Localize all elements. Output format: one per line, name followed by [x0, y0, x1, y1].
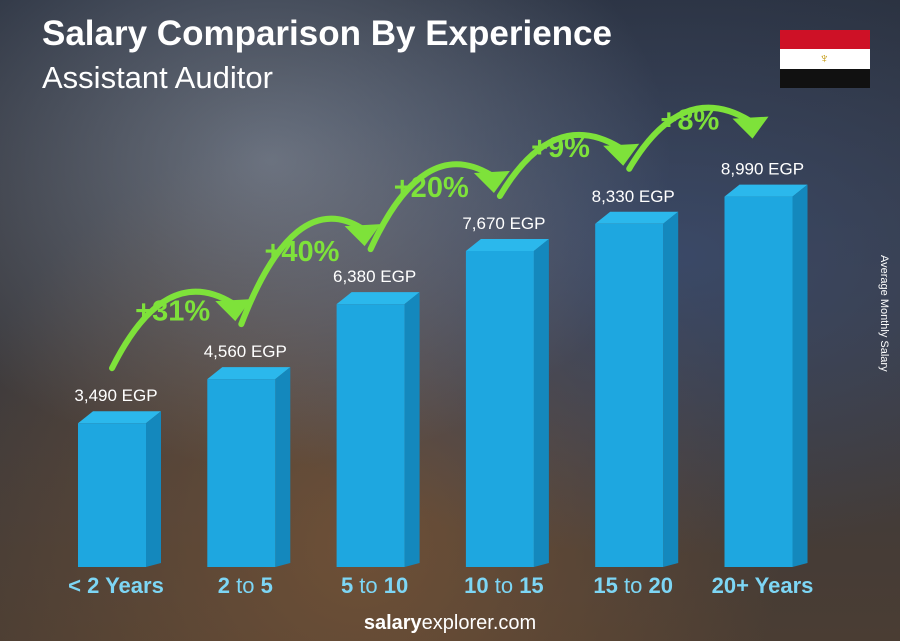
chart-subtitle: Assistant Auditor	[42, 60, 273, 95]
bar	[724, 196, 793, 567]
bar-side	[663, 211, 679, 567]
change-arrow	[238, 215, 365, 328]
change-label: +9%	[531, 132, 590, 164]
bar-side	[404, 292, 420, 567]
bar	[336, 304, 405, 567]
bar	[207, 379, 276, 567]
value-label: 4,560 EGP	[204, 342, 287, 361]
category-label: 15 to 20	[593, 573, 673, 598]
bar-side	[533, 238, 549, 567]
value-label: 7,670 EGP	[462, 214, 545, 233]
arrowhead-icon	[344, 224, 381, 247]
bar	[78, 423, 146, 567]
change-arrow	[109, 288, 236, 372]
category-label: 20+ Years	[712, 573, 814, 598]
bar-side	[275, 367, 291, 567]
bar-top	[336, 292, 420, 305]
category-label: 10 to 15	[464, 573, 544, 598]
egypt-flag-icon: ♆	[780, 30, 870, 88]
brand-bold: salary	[363, 612, 422, 634]
bar	[595, 223, 664, 567]
arrowhead-icon	[732, 116, 769, 139]
arrowhead-icon	[473, 170, 510, 193]
y-axis-label: Average Monthly Salary	[878, 255, 890, 372]
footer-brand[interactable]: salaryexplorer.com	[0, 612, 900, 635]
category-label: < 2 Years	[68, 573, 164, 598]
bar	[465, 250, 534, 567]
change-arrow	[626, 104, 753, 172]
bar-top	[465, 238, 549, 251]
change-label: +8%	[660, 105, 719, 137]
category-label: 2 to 5	[218, 573, 273, 598]
brand-rest: explorer	[421, 612, 493, 634]
arrowhead-icon	[215, 299, 252, 322]
category-label: 5 to 10	[341, 573, 408, 598]
brand-tld: .com	[492, 612, 537, 634]
value-label: 8,330 EGP	[592, 187, 675, 206]
change-label: +40%	[264, 236, 339, 268]
value-label: 3,490 EGP	[74, 386, 157, 405]
bar-side	[792, 184, 808, 567]
bar-top	[78, 411, 161, 424]
chart-title: Salary Comparison By Experience	[42, 14, 612, 53]
bar-top	[595, 211, 679, 224]
bar-top	[724, 184, 808, 197]
change-arrow	[367, 161, 494, 253]
change-arrow	[496, 131, 624, 199]
change-label: +20%	[394, 172, 469, 204]
bar-side	[146, 411, 161, 567]
value-label: 6,380 EGP	[333, 267, 416, 286]
change-label: +31%	[135, 296, 210, 328]
bar-top	[207, 367, 291, 380]
arrowhead-icon	[603, 143, 640, 166]
value-label: 8,990 EGP	[721, 160, 804, 179]
